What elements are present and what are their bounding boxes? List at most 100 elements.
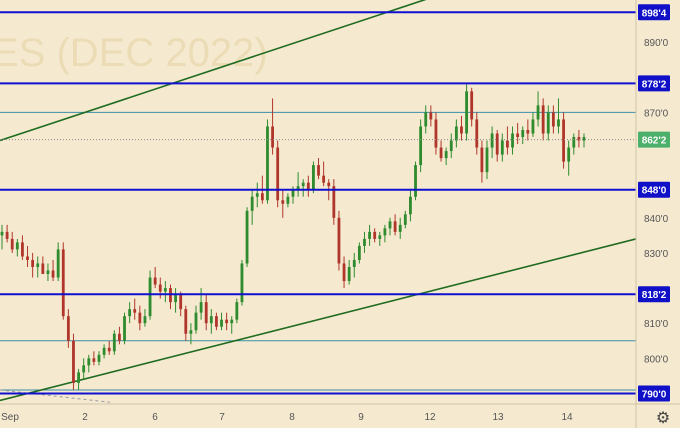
candle-body: [36, 263, 40, 267]
candle-body: [506, 140, 509, 148]
candle-body: [102, 347, 106, 355]
candle-body: [143, 316, 147, 324]
candle-body: [577, 137, 581, 141]
y-tick-label: 840'0: [644, 214, 669, 225]
price-tag[interactable]: [638, 286, 670, 303]
candle-body: [51, 270, 55, 278]
candle-body: [454, 126, 458, 141]
x-tick-label: Sep: [1, 412, 19, 423]
candle-body: [82, 365, 86, 373]
settings-button[interactable]: ⚙: [652, 408, 674, 427]
candle-body: [189, 330, 193, 334]
candle-body: [352, 259, 356, 267]
price-tag-label: 848'0: [642, 186, 667, 197]
price-tag-label: 818'2: [642, 290, 667, 301]
candle-body: [107, 347, 111, 352]
candle-body: [312, 165, 315, 190]
candle-body: [123, 316, 126, 341]
candle-body: [46, 270, 50, 275]
candles: [0, 84, 586, 390]
candle-body: [291, 189, 295, 197]
y-tick-label: 810'0: [644, 319, 669, 330]
x-tick-label: 9: [358, 412, 364, 423]
candle-body: [255, 193, 259, 197]
candle-body: [77, 372, 80, 383]
candle-body: [572, 137, 576, 148]
candle-body: [357, 245, 361, 260]
x-tick-label: 7: [219, 412, 225, 423]
candle-body: [296, 186, 300, 190]
trend-line: [0, 238, 637, 402]
y-tick-label: 870'0: [644, 108, 669, 119]
candle-body: [373, 231, 377, 239]
y-axis-ticks: 890'0 870'0 840'0 830'0 810'0 800'0: [644, 38, 669, 365]
candle-body: [92, 358, 96, 362]
candle-body: [439, 147, 443, 159]
price-tag[interactable]: [638, 181, 670, 198]
candle-body: [388, 221, 392, 229]
candle-body: [317, 165, 320, 176]
candle-body: [15, 242, 19, 250]
y-tick-label: 830'0: [644, 249, 669, 260]
candle-body: [163, 288, 167, 292]
candle-body: [148, 277, 152, 317]
candle-body: [215, 316, 218, 327]
candle-body: [240, 263, 244, 303]
candle-body: [230, 319, 234, 324]
price-tag[interactable]: [638, 4, 670, 21]
price-tag[interactable]: [638, 75, 670, 92]
candle-body: [138, 312, 142, 324]
x-tick-label: 2: [82, 412, 88, 423]
candle-body: [128, 309, 132, 317]
candle-body: [546, 112, 550, 134]
x-tick-label: 6: [152, 412, 158, 423]
candle-body: [112, 333, 116, 352]
dashed-trend-line: [0, 389, 111, 403]
candle-body: [347, 266, 351, 282]
price-tag[interactable]: [638, 385, 670, 402]
candle-body: [184, 309, 188, 334]
price-tags[interactable]: 898'4 878'2 848'0 818'2 790'0 862'2: [638, 4, 670, 402]
price-tag-label: 790'0: [642, 389, 667, 400]
horizontal-levels: [0, 11, 636, 395]
candle-body: [31, 259, 35, 267]
candle-body: [245, 210, 249, 264]
trend-line: [0, 0, 427, 142]
candle-body: [322, 175, 326, 183]
gear-icon[interactable]: ⚙: [656, 410, 670, 427]
candle-body: [511, 133, 514, 148]
price-tag-label: 878'2: [642, 79, 667, 90]
candle-body: [419, 126, 423, 166]
candle-body: [378, 235, 382, 239]
price-tag-label: 898'4: [642, 8, 667, 19]
candle-body: [526, 129, 530, 134]
candle-body: [225, 319, 229, 324]
last-price-tag[interactable]: [638, 131, 670, 148]
candle-body: [281, 200, 285, 204]
candle-body: [286, 196, 290, 204]
candle-body: [220, 319, 223, 327]
candle-body: [72, 340, 75, 383]
candle-body: [271, 126, 274, 148]
candle-body: [521, 129, 525, 138]
candle-body: [0, 231, 4, 236]
candle-body: [368, 231, 371, 239]
candle-body: [500, 140, 504, 155]
candle-body: [516, 133, 520, 138]
candle-body: [337, 217, 341, 264]
candle-body: [61, 249, 65, 317]
candle-body: [562, 119, 565, 162]
candle-body: [250, 196, 254, 211]
candle-body: [393, 221, 397, 232]
candle-body: [306, 182, 310, 190]
candle-body: [235, 302, 239, 320]
candle-body: [21, 242, 24, 257]
candle-body: [460, 126, 463, 134]
candle-body: [179, 295, 183, 310]
candle-body: [465, 91, 468, 134]
candle-body: [424, 112, 428, 127]
candle-body: [56, 249, 60, 278]
